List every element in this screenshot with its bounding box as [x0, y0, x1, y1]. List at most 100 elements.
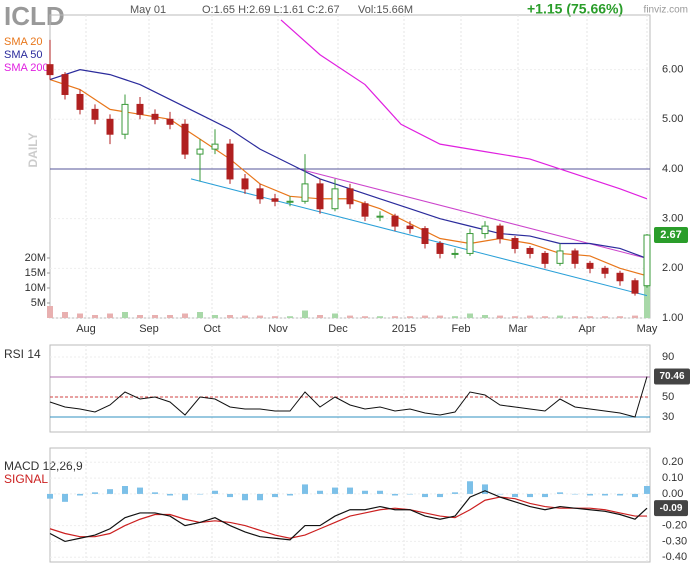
panel-frame: [49, 447, 651, 563]
last-price: 2.67: [660, 229, 681, 241]
volume-bar: [47, 306, 53, 318]
candle-body: [46, 64, 54, 76]
candle-body: [241, 178, 249, 190]
volume-bar: [452, 316, 458, 318]
volume-bar: [347, 315, 353, 318]
candle-body: [511, 238, 519, 249]
macd-histogram-bar: [332, 487, 338, 494]
logo: finviz.com: [644, 5, 688, 16]
candle-body: [181, 123, 189, 155]
macd-histogram-bar: [467, 481, 473, 494]
y-tick-label: 6.00: [662, 64, 683, 76]
volume-bar: [152, 315, 158, 318]
y-tick-label: 5.00: [662, 113, 683, 125]
volume-bar: [257, 315, 263, 318]
candle-body: [643, 234, 651, 287]
candle-body: [151, 113, 159, 120]
volume-bar: [137, 315, 143, 318]
rsi-line: [49, 376, 648, 418]
y-tick-label: 0.10: [662, 472, 683, 484]
panel-frame: [49, 344, 651, 433]
candle-body: [196, 148, 204, 155]
volume-bar: [437, 315, 443, 318]
volume-bar: [92, 315, 98, 318]
sma-line: [280, 19, 648, 200]
rsi-box: [654, 368, 690, 385]
macd-histogram-bar: [107, 489, 113, 494]
macd-histogram-bar: [302, 484, 308, 494]
volume-label: Vol:15.66M: [358, 4, 413, 16]
volume-bar: [602, 316, 608, 318]
volume-bar: [497, 315, 503, 318]
volume-bar: [107, 313, 113, 318]
macd-histogram-bar: [167, 493, 173, 496]
volume-bar: [242, 315, 248, 318]
volume-bar: [557, 315, 563, 318]
volume-bar: [167, 315, 173, 318]
rsi-title: RSI 14: [4, 347, 41, 361]
macd-histogram-bar: [632, 493, 638, 498]
volume-bar: [227, 315, 233, 318]
candle-body: [616, 272, 624, 282]
trendline: [190, 178, 648, 297]
volume-bar: [287, 316, 293, 318]
volume-bar: [587, 316, 593, 318]
signal-line: [49, 496, 647, 539]
volume-tick-label: 10M: [25, 282, 46, 294]
candle-body: [286, 200, 294, 203]
volume-bar: [407, 316, 413, 318]
macd-last: -0.09: [660, 503, 683, 514]
candle-body: [376, 215, 384, 218]
x-tick-label: 2015: [392, 323, 416, 335]
candle-body: [361, 203, 369, 217]
y-tick-label: 4.00: [662, 163, 683, 175]
volume-bar: [62, 312, 68, 318]
macd-histogram-bar: [572, 493, 578, 495]
y-tick-label: -0.40: [662, 551, 687, 563]
candle-body: [166, 118, 174, 125]
volume-bar: [542, 316, 548, 318]
x-tick-label: Apr: [578, 323, 595, 335]
y-tick-label: 1.00: [662, 312, 683, 324]
candle-body: [496, 225, 504, 240]
legend-entry: SMA 20: [4, 36, 43, 48]
x-tick-label: Mar: [509, 323, 528, 335]
candle-body: [121, 103, 129, 135]
volume-bar: [644, 271, 650, 318]
volume-bar: [482, 315, 488, 318]
x-tick-label: May: [637, 323, 658, 335]
volume-bar: [272, 316, 278, 318]
macd-histogram-bar: [212, 490, 218, 494]
x-tick-label: Nov: [268, 323, 288, 335]
change: +1.15 (75.66%): [527, 1, 623, 17]
macd-histogram-bar: [227, 493, 233, 498]
macd-line: [49, 490, 648, 543]
y-tick-label: -0.30: [662, 535, 687, 547]
candle-body: [601, 267, 609, 274]
candle-body: [331, 188, 339, 210]
macd-histogram-bar: [197, 493, 203, 495]
macd-histogram-bar: [542, 493, 548, 498]
macd-histogram-bar: [62, 493, 68, 502]
date: May 01: [130, 4, 166, 16]
macd-histogram-bar: [137, 487, 143, 494]
candle-body: [466, 233, 474, 254]
y-tick-label: 50: [662, 391, 674, 403]
candle-body: [526, 247, 534, 254]
macd-histogram-bar: [602, 493, 608, 496]
macd-title: MACD 12,26,9: [4, 459, 83, 473]
volume-bar: [317, 315, 323, 318]
macd-histogram-bar: [272, 493, 278, 498]
y-tick-label: 3.00: [662, 213, 683, 225]
macd-histogram-bar: [152, 492, 158, 494]
y-tick-label: -0.20: [662, 519, 687, 531]
macd-histogram-bar: [182, 493, 188, 501]
candle-body: [226, 143, 234, 180]
macd-histogram-bar: [617, 493, 623, 496]
macd-histogram-bar: [347, 487, 353, 494]
last-price-box: [654, 227, 688, 244]
candle-body: [91, 108, 99, 120]
y-tick-label: 0.20: [662, 456, 683, 468]
legend-entry: SMA 50: [4, 49, 43, 61]
